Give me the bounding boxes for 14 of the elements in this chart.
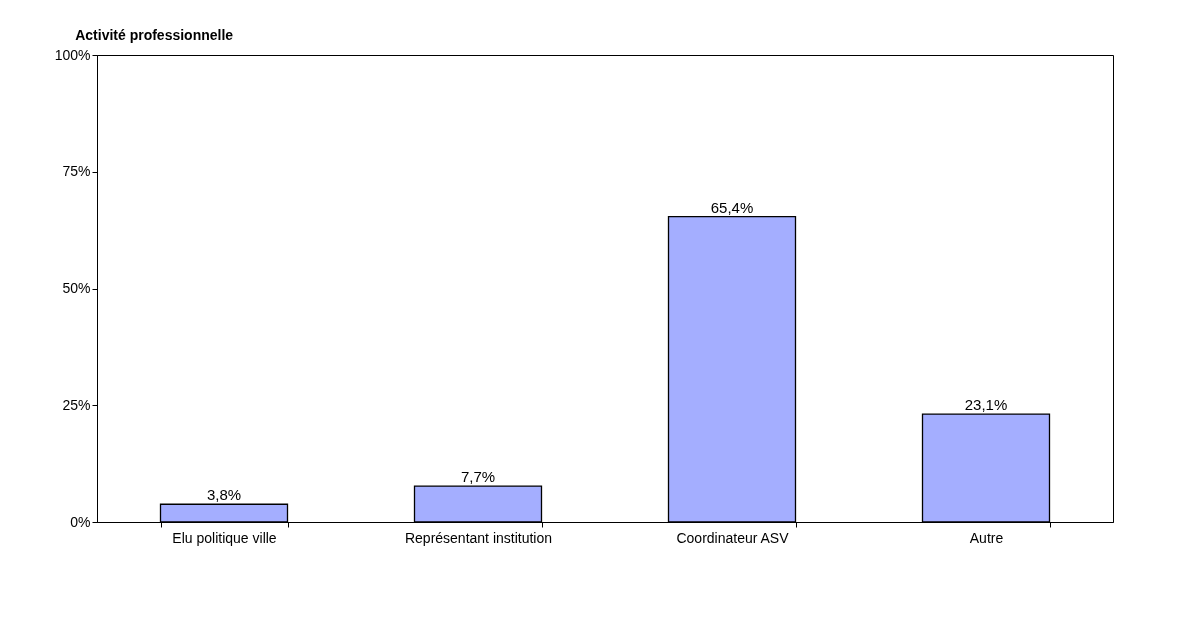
- y-tick-label: 50%: [62, 280, 91, 296]
- x-tick-label: Représentant institution: [404, 529, 553, 546]
- data-label: 7,7%: [460, 468, 496, 486]
- data-label: 23,1%: [964, 396, 1008, 414]
- x-tick-label: Autre: [969, 529, 1004, 546]
- y-tick-label: 100%: [54, 46, 91, 63]
- data-label: 3,8%: [206, 486, 242, 504]
- data-label: 65,4%: [710, 198, 754, 216]
- y-tick-label: 0%: [70, 513, 91, 530]
- y-tick-label: 75%: [62, 163, 91, 180]
- chart-title: Activité professionnelle: [75, 27, 234, 43]
- y-tick-label: 25%: [62, 396, 91, 413]
- x-tick-label: Elu politique ville: [172, 529, 277, 546]
- x-tick-label: Coordinateur ASV: [676, 529, 790, 546]
